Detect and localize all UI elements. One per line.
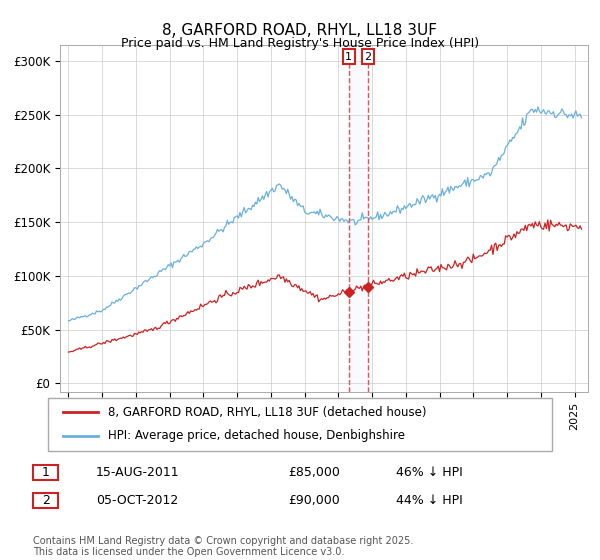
Text: 15-AUG-2011: 15-AUG-2011 xyxy=(96,466,179,479)
Text: 1: 1 xyxy=(41,466,50,479)
Text: 46% ↓ HPI: 46% ↓ HPI xyxy=(396,466,463,479)
Text: Price paid vs. HM Land Registry's House Price Index (HPI): Price paid vs. HM Land Registry's House … xyxy=(121,37,479,50)
Text: 8, GARFORD ROAD, RHYL, LL18 3UF: 8, GARFORD ROAD, RHYL, LL18 3UF xyxy=(163,24,437,38)
Text: £90,000: £90,000 xyxy=(288,494,340,507)
Text: 05-OCT-2012: 05-OCT-2012 xyxy=(96,494,178,507)
Text: 2: 2 xyxy=(364,52,371,62)
Text: HPI: Average price, detached house, Denbighshire: HPI: Average price, detached house, Denb… xyxy=(109,430,406,442)
Text: 2: 2 xyxy=(41,494,50,507)
Text: £85,000: £85,000 xyxy=(288,466,340,479)
Bar xyxy=(349,45,368,392)
Text: Contains HM Land Registry data © Crown copyright and database right 2025.
This d: Contains HM Land Registry data © Crown c… xyxy=(33,535,413,557)
Text: 1: 1 xyxy=(345,52,352,62)
FancyBboxPatch shape xyxy=(48,398,552,451)
Text: 8, GARFORD ROAD, RHYL, LL18 3UF (detached house): 8, GARFORD ROAD, RHYL, LL18 3UF (detache… xyxy=(109,406,427,419)
Text: 44% ↓ HPI: 44% ↓ HPI xyxy=(396,494,463,507)
